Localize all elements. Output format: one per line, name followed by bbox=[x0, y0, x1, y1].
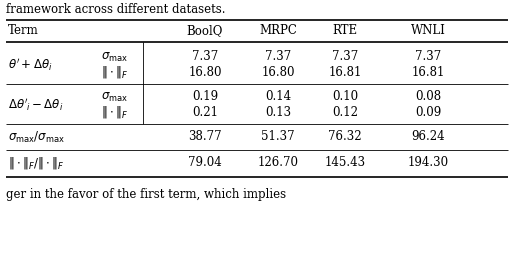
Text: ger in the favor of the first term, which implies: ger in the favor of the first term, whic… bbox=[6, 188, 286, 201]
Text: 0.08: 0.08 bbox=[415, 91, 441, 103]
Text: 194.30: 194.30 bbox=[408, 157, 449, 169]
Text: RTE: RTE bbox=[333, 25, 358, 37]
Text: 16.80: 16.80 bbox=[261, 65, 295, 78]
Text: 0.14: 0.14 bbox=[265, 91, 291, 103]
Text: WNLI: WNLI bbox=[411, 25, 446, 37]
Text: 7.37: 7.37 bbox=[265, 50, 291, 64]
Text: $\sigma_{\max}/\sigma_{\max}$: $\sigma_{\max}/\sigma_{\max}$ bbox=[8, 129, 65, 145]
Text: 0.19: 0.19 bbox=[192, 91, 218, 103]
Text: 0.13: 0.13 bbox=[265, 106, 291, 119]
Text: 51.37: 51.37 bbox=[261, 130, 295, 144]
Text: 76.32: 76.32 bbox=[328, 130, 362, 144]
Text: 79.04: 79.04 bbox=[188, 157, 222, 169]
Text: Term: Term bbox=[8, 25, 39, 37]
Text: $\theta' + \Delta\theta_i$: $\theta' + \Delta\theta_i$ bbox=[8, 56, 52, 73]
Text: framework across different datasets.: framework across different datasets. bbox=[6, 3, 226, 16]
Text: 16.80: 16.80 bbox=[188, 65, 222, 78]
Text: 16.81: 16.81 bbox=[411, 65, 445, 78]
Text: $\|\cdot\|_F$: $\|\cdot\|_F$ bbox=[101, 104, 128, 120]
Text: 38.77: 38.77 bbox=[188, 130, 222, 144]
Text: $\|\cdot\|_F/\|\cdot\|_F$: $\|\cdot\|_F/\|\cdot\|_F$ bbox=[8, 155, 64, 171]
Text: 7.37: 7.37 bbox=[192, 50, 218, 64]
Text: MRPC: MRPC bbox=[259, 25, 297, 37]
Text: 16.81: 16.81 bbox=[328, 65, 362, 78]
Text: 126.70: 126.70 bbox=[258, 157, 299, 169]
Text: 0.12: 0.12 bbox=[332, 106, 358, 119]
Text: 7.37: 7.37 bbox=[415, 50, 441, 64]
Text: $\Delta\theta'_i - \Delta\theta_i$: $\Delta\theta'_i - \Delta\theta_i$ bbox=[8, 96, 63, 113]
Text: 7.37: 7.37 bbox=[332, 50, 358, 64]
Text: $\sigma_{\max}$: $\sigma_{\max}$ bbox=[101, 50, 128, 64]
Text: BoolQ: BoolQ bbox=[187, 25, 223, 37]
Text: 96.24: 96.24 bbox=[411, 130, 445, 144]
Text: 145.43: 145.43 bbox=[324, 157, 365, 169]
Text: $\sigma_{\max}$: $\sigma_{\max}$ bbox=[101, 91, 128, 103]
Text: $\|\cdot\|_F$: $\|\cdot\|_F$ bbox=[101, 64, 128, 80]
Text: 0.09: 0.09 bbox=[415, 106, 441, 119]
Text: 0.21: 0.21 bbox=[192, 106, 218, 119]
Text: 0.10: 0.10 bbox=[332, 91, 358, 103]
